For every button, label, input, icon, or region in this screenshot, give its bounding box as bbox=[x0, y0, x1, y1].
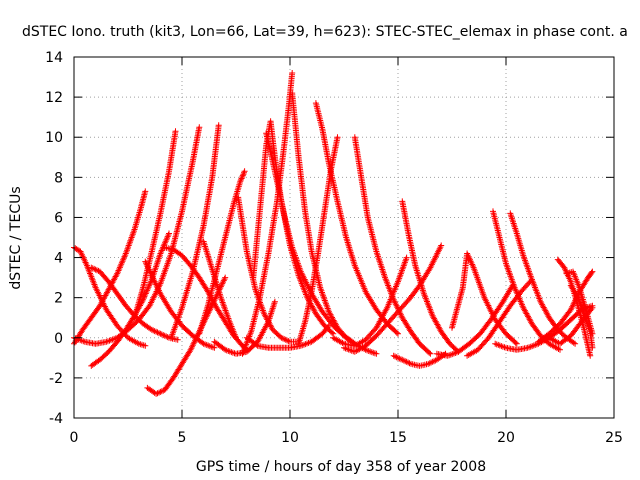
series-7 bbox=[535, 256, 596, 359]
y-tick-label: 6 bbox=[54, 210, 63, 226]
data-point-track bbox=[351, 134, 434, 357]
y-tick-label: 4 bbox=[54, 251, 63, 267]
series-5-arc-5 bbox=[341, 242, 445, 355]
data-point-track bbox=[464, 276, 535, 359]
x-tick-label: 5 bbox=[178, 430, 187, 446]
series-5-arc-2 bbox=[295, 134, 341, 347]
tick-marks bbox=[73, 56, 615, 419]
data-point-track bbox=[263, 130, 380, 357]
plot-frame bbox=[73, 56, 615, 419]
series-3-arc-1 bbox=[161, 244, 250, 353]
y-tick-label: -4 bbox=[49, 411, 63, 427]
series-6-arc-2 bbox=[433, 282, 516, 359]
y-tick-label: -2 bbox=[49, 371, 63, 387]
series-5-arc-6 bbox=[399, 198, 462, 355]
y-tick-label: 14 bbox=[45, 50, 63, 66]
y-tick-label: 0 bbox=[54, 331, 63, 347]
x-tick-label: 15 bbox=[389, 430, 407, 446]
series-5-arc-4 bbox=[330, 254, 410, 349]
data-point-track bbox=[433, 282, 516, 359]
data-point-track bbox=[168, 122, 222, 341]
data-points bbox=[71, 70, 596, 397]
series-3 bbox=[161, 122, 302, 357]
y-axis-label: dSTEC / TECUs bbox=[8, 186, 24, 289]
series-4-arc-1 bbox=[239, 70, 296, 357]
series-4-arc-4 bbox=[263, 130, 380, 357]
data-point-track bbox=[507, 210, 579, 347]
data-point-track bbox=[161, 244, 250, 353]
x-axis-label: GPS time / hours of day 358 of year 2008 bbox=[196, 459, 486, 475]
x-tick-label: 20 bbox=[497, 430, 515, 446]
data-point-track bbox=[330, 254, 410, 349]
y-tick-label: 12 bbox=[45, 90, 63, 106]
y-tick-label: 8 bbox=[54, 170, 63, 186]
data-point-track bbox=[200, 238, 239, 341]
x-tick-label: 25 bbox=[605, 430, 623, 446]
y-tick-label: 10 bbox=[45, 130, 63, 146]
data-point-track bbox=[295, 134, 341, 347]
data-point-track bbox=[399, 198, 462, 355]
y-tick-labels: -4 -2 0 2 4 6 8 10 12 14 bbox=[45, 50, 63, 427]
series-3-arc-6 bbox=[200, 238, 239, 341]
series-3-arc-2 bbox=[168, 122, 222, 341]
series-6-arc-4 bbox=[507, 210, 579, 347]
series-7-arc-5 bbox=[567, 282, 596, 351]
series-4-arc-5 bbox=[243, 322, 332, 351]
data-point-track bbox=[239, 70, 296, 357]
x-tick-label: 10 bbox=[281, 430, 299, 446]
x-tick-label: 0 bbox=[70, 430, 79, 446]
data-point-track bbox=[243, 322, 332, 351]
data-point-track bbox=[567, 282, 596, 351]
series-5-arc-3 bbox=[351, 134, 434, 357]
y-tick-label: 2 bbox=[54, 291, 63, 307]
data-point-track bbox=[131, 128, 179, 321]
series-6-arc-5 bbox=[464, 276, 535, 359]
x-tick-labels: 0 5 10 15 20 25 bbox=[70, 430, 623, 446]
series-5 bbox=[295, 100, 462, 369]
series-4 bbox=[239, 70, 380, 357]
series-2-arc-4 bbox=[131, 128, 179, 321]
data-point-track bbox=[341, 242, 445, 355]
series-2 bbox=[71, 124, 229, 397]
chart-title: dSTEC Iono. truth (kit3, Lon=66, Lat=39,… bbox=[22, 24, 628, 40]
